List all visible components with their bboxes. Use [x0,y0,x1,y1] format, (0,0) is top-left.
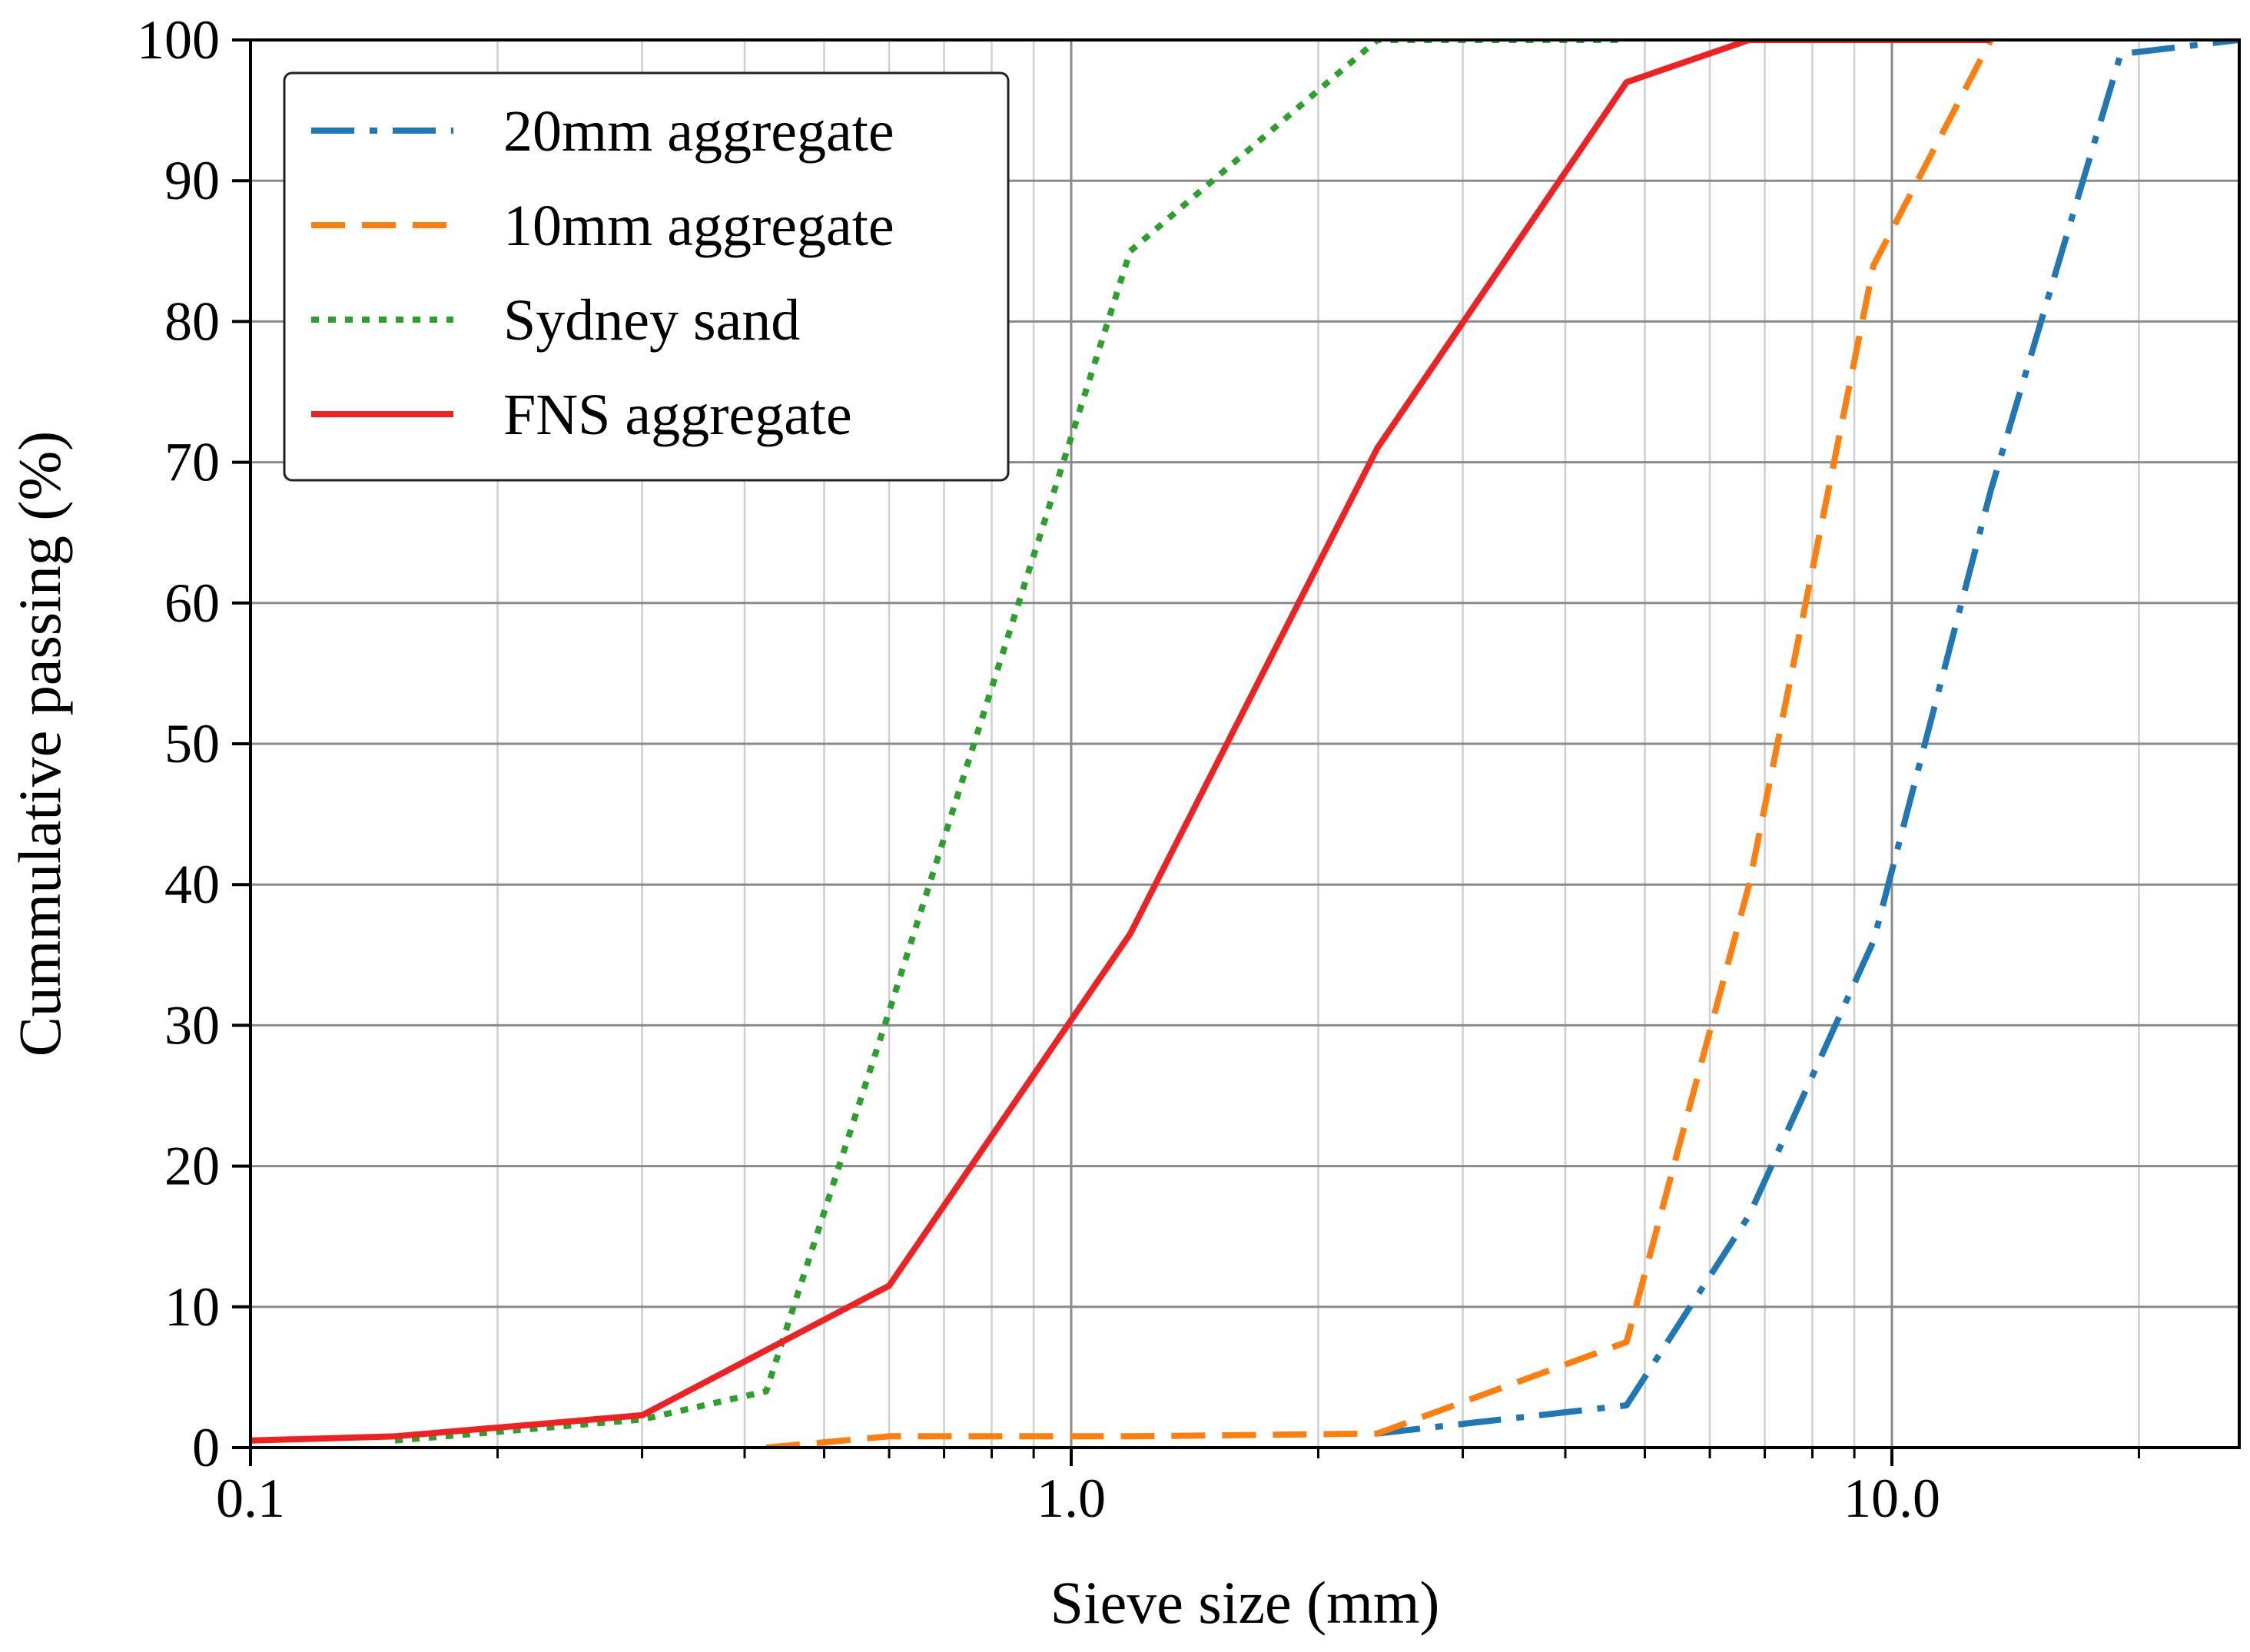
legend: 20mm aggregate 10mm aggregate Sydney sand F… [283,71,1010,482]
series-layer [251,40,2239,1448]
axis-ticks [232,38,2140,1466]
series-line-fns-aggregate [251,40,1991,1444]
y-tick-label: 100 [137,9,220,71]
y-tick-label: 10 [164,1276,220,1338]
legend-label-20mm-aggregate: 20mm aggregate [503,99,894,164]
y-tick-label: 0 [192,1417,220,1478]
y-tick-label: 80 [164,290,220,352]
x-axis-label: Sieve size (mm) [1050,1569,1440,1636]
x-tick-label: 0.1 [216,1468,285,1529]
y-tick-label: 50 [164,713,220,775]
tick-labels: 0.1 1.0 10.0 0 10 20 30 40 50 60 70 80 90 100 [137,9,1940,1529]
y-tick-label: 30 [164,994,220,1056]
x-tick-label: 10.0 [1843,1468,1940,1529]
legend-label-fns-aggregate: FNS aggregate [503,383,852,447]
y-tick-label: 40 [164,854,220,915]
series-line-10mm-aggregate [765,40,1994,1448]
y-tick-label: 90 [164,150,220,211]
legend-box [283,71,1010,482]
series-line-20mm-aggregate [1376,40,2239,1437]
y-tick-label: 70 [164,432,220,493]
y-tick-label: 60 [164,572,220,634]
x-tick-label: 1.0 [1037,1468,1106,1529]
y-axis-label: Cummulative passing (%) [6,431,73,1057]
legend-label-sydney-sand: Sydney sand [503,288,800,353]
y-tick-label: 20 [164,1136,220,1197]
legend-label-10mm-aggregate: 10mm aggregate [503,194,894,258]
